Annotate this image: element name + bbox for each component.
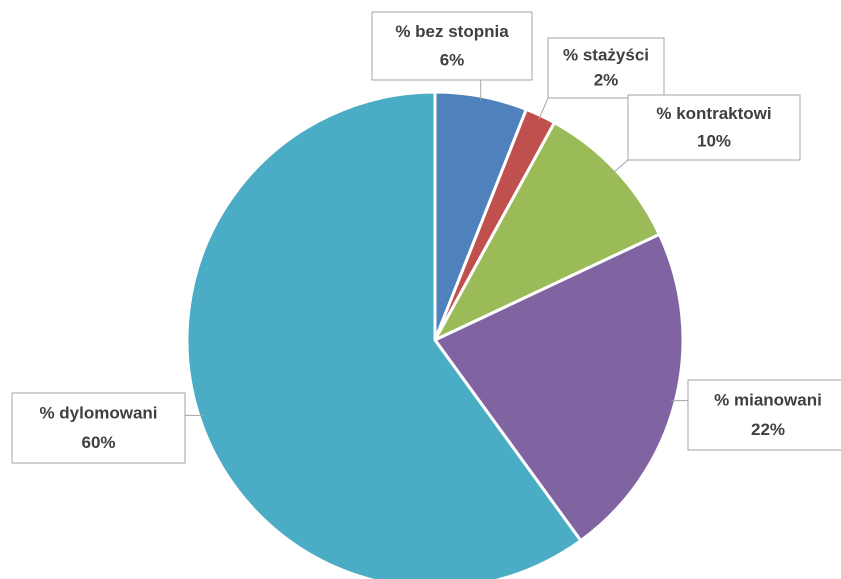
label-box bbox=[627, 94, 801, 161]
label-box bbox=[11, 392, 186, 464]
category-label: % bez stopnia bbox=[395, 22, 509, 41]
value-label: 60% bbox=[81, 433, 115, 452]
leader-line bbox=[538, 97, 549, 120]
category-label: % dylomowani bbox=[39, 403, 157, 422]
leader-line bbox=[612, 159, 629, 174]
category-label: % mianowani bbox=[714, 390, 822, 409]
label-box bbox=[687, 379, 841, 451]
label-box bbox=[547, 37, 665, 99]
pie-slice bbox=[185, 90, 583, 579]
pie-slice bbox=[432, 232, 685, 543]
label-box bbox=[371, 11, 533, 81]
value-label: 2% bbox=[594, 71, 619, 90]
value-label: 22% bbox=[751, 420, 785, 439]
value-label: 6% bbox=[440, 50, 465, 69]
category-label: % kontraktowi bbox=[656, 104, 771, 123]
category-label: % stażyści bbox=[563, 45, 649, 64]
value-label: 10% bbox=[697, 131, 731, 150]
